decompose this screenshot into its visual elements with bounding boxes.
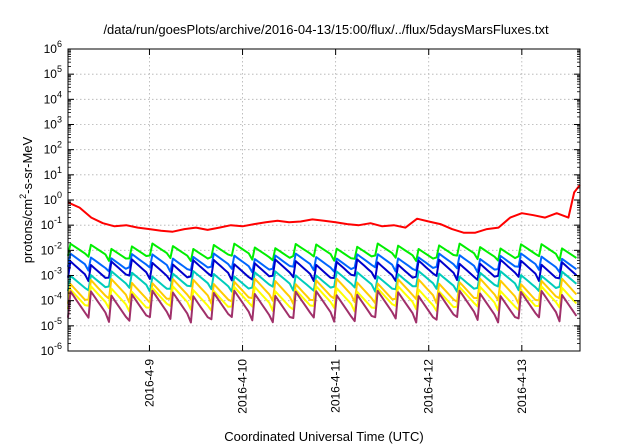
- y-tick-label: 105: [44, 64, 62, 81]
- y-tick-label: 104: [44, 89, 62, 106]
- chart-title: /data/run/goesPlots/archive/2016-04-13/1…: [103, 22, 549, 37]
- series-line-1: [67, 242, 577, 262]
- x-tick-label: 2016-4-10: [236, 359, 250, 414]
- y-axis-label: protons/cm2-s-sr-MeV: [18, 136, 35, 263]
- y-tick-label: 10-5: [41, 316, 62, 333]
- y-axis-label-main: protons/cm: [20, 199, 35, 263]
- x-axis-label: Coordinated Universal Time (UTC): [224, 429, 423, 444]
- y-tick-label: 10-6: [41, 341, 62, 358]
- y-tick-label: 101: [44, 165, 62, 182]
- y-axis-label-sup: 2: [18, 194, 28, 199]
- x-tick-label: 2016-4-9: [142, 359, 156, 407]
- y-tick-label: 10-2: [41, 240, 62, 257]
- y-tick-label: 100: [44, 190, 62, 207]
- y-tick-label: 10-4: [41, 291, 62, 308]
- y-axis-ticks: 10-6 10-5 10-4 10-3 10-2 10-1 100 101 102 103 104 1…: [41, 39, 580, 358]
- y-tick-label: 103: [44, 115, 62, 132]
- y-tick-label: 106: [44, 39, 62, 56]
- x-tick-label: 2016-4-12: [422, 359, 436, 414]
- x-tick-label: 2016-4-11: [329, 359, 343, 413]
- y-tick-label: 10-1: [41, 215, 62, 232]
- series-line-5: [67, 277, 578, 305]
- y-tick-label: 10-3: [41, 266, 62, 283]
- series-line-7: [67, 289, 578, 324]
- y-tick-label: 102: [44, 140, 62, 157]
- x-tick-label: 2016-4-13: [515, 359, 529, 414]
- series-layer: [67, 184, 581, 324]
- series-line-2: [67, 252, 577, 274]
- series-line-3: [67, 258, 578, 283]
- series-line-4: [67, 270, 578, 293]
- series-line-0: [67, 184, 581, 234]
- y-axis-label-tail: -s-sr-MeV: [20, 136, 35, 193]
- x-axis-ticks: 2016-4-9 2016-4-10 2016-4-11 2016-4-12 2016-…: [142, 49, 529, 414]
